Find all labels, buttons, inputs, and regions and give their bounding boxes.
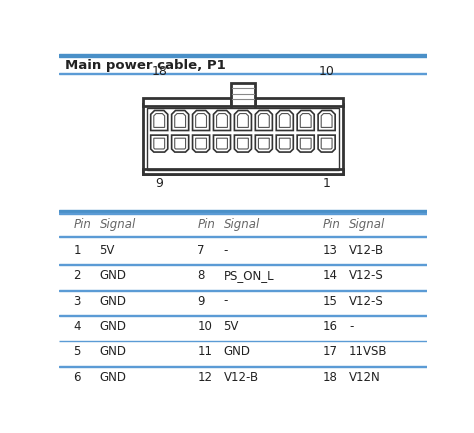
- Text: PS_ON_L: PS_ON_L: [224, 269, 274, 282]
- Polygon shape: [172, 110, 189, 130]
- Text: 12: 12: [197, 371, 212, 384]
- Polygon shape: [321, 113, 332, 127]
- Polygon shape: [151, 110, 168, 130]
- Text: 18: 18: [323, 371, 337, 384]
- Text: 8: 8: [197, 269, 205, 282]
- Bar: [143, 98, 230, 106]
- Polygon shape: [255, 135, 273, 152]
- Text: GND: GND: [100, 269, 127, 282]
- Text: Pin: Pin: [197, 217, 215, 230]
- Polygon shape: [276, 135, 293, 152]
- Polygon shape: [276, 110, 293, 130]
- Bar: [59, 366, 427, 367]
- Polygon shape: [213, 110, 230, 130]
- Text: 9: 9: [197, 294, 205, 307]
- Text: V12-B: V12-B: [349, 244, 384, 257]
- Text: Main power cable, P1: Main power cable, P1: [65, 59, 226, 72]
- Polygon shape: [213, 135, 230, 152]
- Text: 17: 17: [323, 346, 338, 359]
- Text: 10: 10: [197, 320, 212, 333]
- Bar: [59, 210, 427, 212]
- Text: 1: 1: [323, 177, 330, 190]
- Polygon shape: [237, 113, 248, 127]
- Bar: [59, 54, 427, 57]
- Polygon shape: [217, 138, 228, 149]
- Polygon shape: [237, 138, 248, 149]
- Text: 5V: 5V: [224, 320, 239, 333]
- Text: GND: GND: [100, 371, 127, 384]
- Polygon shape: [192, 110, 210, 130]
- Bar: [59, 236, 427, 237]
- Polygon shape: [196, 138, 207, 149]
- Polygon shape: [279, 138, 290, 149]
- Polygon shape: [318, 135, 335, 152]
- Bar: [59, 341, 427, 342]
- Polygon shape: [235, 135, 251, 152]
- Text: 1: 1: [73, 244, 81, 257]
- Text: V12-B: V12-B: [224, 371, 259, 384]
- Text: 10: 10: [319, 65, 335, 78]
- Text: Signal: Signal: [349, 217, 385, 230]
- Polygon shape: [196, 113, 207, 127]
- Text: Signal: Signal: [224, 217, 260, 230]
- Bar: [147, 108, 339, 170]
- Text: 9: 9: [155, 177, 163, 190]
- Text: GND: GND: [224, 346, 251, 359]
- Text: GND: GND: [100, 346, 127, 359]
- Bar: [59, 290, 427, 291]
- Text: V12-S: V12-S: [349, 269, 384, 282]
- Text: 5: 5: [73, 346, 81, 359]
- Text: 11: 11: [197, 346, 212, 359]
- Polygon shape: [235, 110, 251, 130]
- Text: 15: 15: [323, 294, 337, 307]
- Text: GND: GND: [100, 320, 127, 333]
- Polygon shape: [172, 135, 189, 152]
- Polygon shape: [300, 113, 311, 127]
- Polygon shape: [318, 110, 335, 130]
- Text: GND: GND: [100, 294, 127, 307]
- Polygon shape: [279, 113, 290, 127]
- Bar: [59, 73, 427, 74]
- Text: 18: 18: [151, 65, 167, 78]
- Text: Signal: Signal: [100, 217, 136, 230]
- Polygon shape: [154, 138, 164, 149]
- Text: -: -: [349, 320, 354, 333]
- Polygon shape: [321, 138, 332, 149]
- Text: 5V: 5V: [100, 244, 115, 257]
- Text: 13: 13: [323, 244, 337, 257]
- Text: 7: 7: [197, 244, 205, 257]
- Text: 2: 2: [73, 269, 81, 282]
- Text: 4: 4: [73, 320, 81, 333]
- Polygon shape: [151, 135, 168, 152]
- Text: -: -: [224, 294, 228, 307]
- Polygon shape: [192, 135, 210, 152]
- Polygon shape: [258, 113, 269, 127]
- Text: V12N: V12N: [349, 371, 381, 384]
- Text: Pin: Pin: [323, 217, 341, 230]
- Text: 14: 14: [323, 269, 338, 282]
- Polygon shape: [258, 138, 269, 149]
- Bar: [230, 83, 255, 106]
- Polygon shape: [217, 113, 228, 127]
- Polygon shape: [154, 113, 164, 127]
- Polygon shape: [297, 110, 314, 130]
- Bar: [143, 169, 343, 174]
- Polygon shape: [175, 138, 186, 149]
- Bar: [143, 104, 343, 174]
- Polygon shape: [297, 135, 314, 152]
- Text: 16: 16: [323, 320, 338, 333]
- Polygon shape: [255, 110, 273, 130]
- Bar: [255, 98, 343, 106]
- Text: 6: 6: [73, 371, 81, 384]
- Polygon shape: [175, 113, 186, 127]
- Text: Pin: Pin: [73, 217, 91, 230]
- Text: 11VSB: 11VSB: [349, 346, 388, 359]
- Polygon shape: [300, 138, 311, 149]
- Text: 3: 3: [73, 294, 81, 307]
- Text: -: -: [224, 244, 228, 257]
- Bar: [59, 315, 427, 316]
- Text: V12-S: V12-S: [349, 294, 384, 307]
- Bar: [59, 391, 427, 392]
